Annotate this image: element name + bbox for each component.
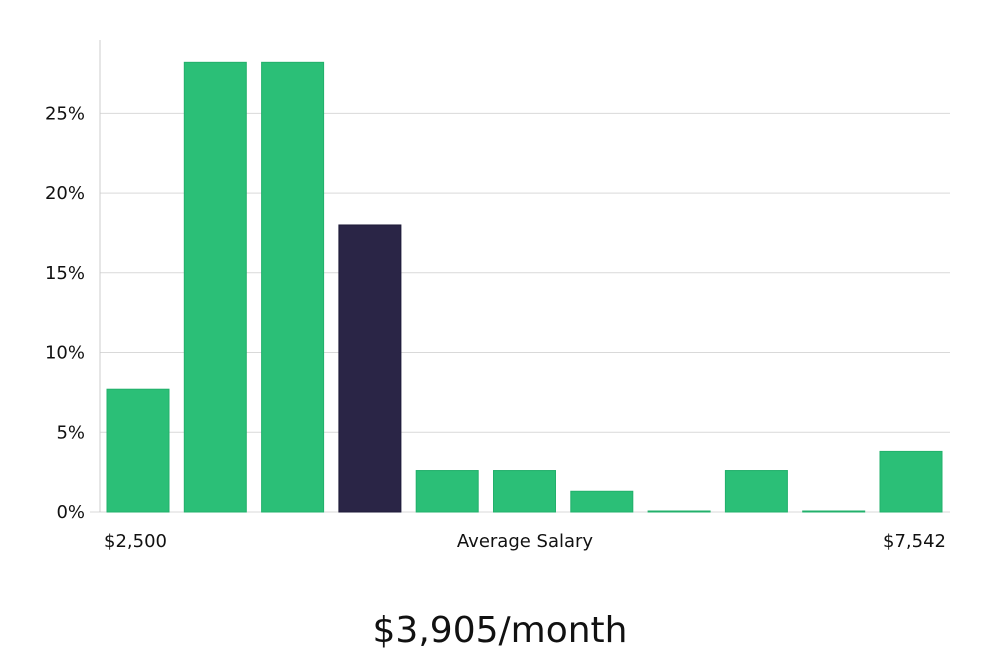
bar [415,470,479,513]
y-tick-label: 15% [45,263,85,284]
y-tick-label: 0% [56,502,85,523]
y-tick-label: 10% [45,343,85,364]
bar [106,388,170,513]
bar [879,450,943,513]
bar [724,470,788,513]
bar [802,510,866,513]
average-salary-headline: $3,905/month [372,610,628,651]
y-tick-label: 20% [45,183,85,204]
x-axis-title: Average Salary [457,531,594,552]
bar-highlighted [338,224,402,513]
y-tick-labels: 0% 5% 10% 15% 20% 25% [45,103,85,523]
bar [183,61,247,513]
bars [106,61,943,513]
y-tick-label: 25% [45,103,85,124]
bar [493,470,556,513]
x-min-label: $2,500 [104,531,167,552]
bar [647,510,711,513]
bar [570,490,634,513]
salary-histogram: 0% 5% 10% 15% 20% 25% $2,500 Average Salary $… [45,40,950,552]
bar [261,61,325,513]
y-tick-label: 5% [56,422,85,443]
x-max-label: $7,542 [883,531,946,552]
